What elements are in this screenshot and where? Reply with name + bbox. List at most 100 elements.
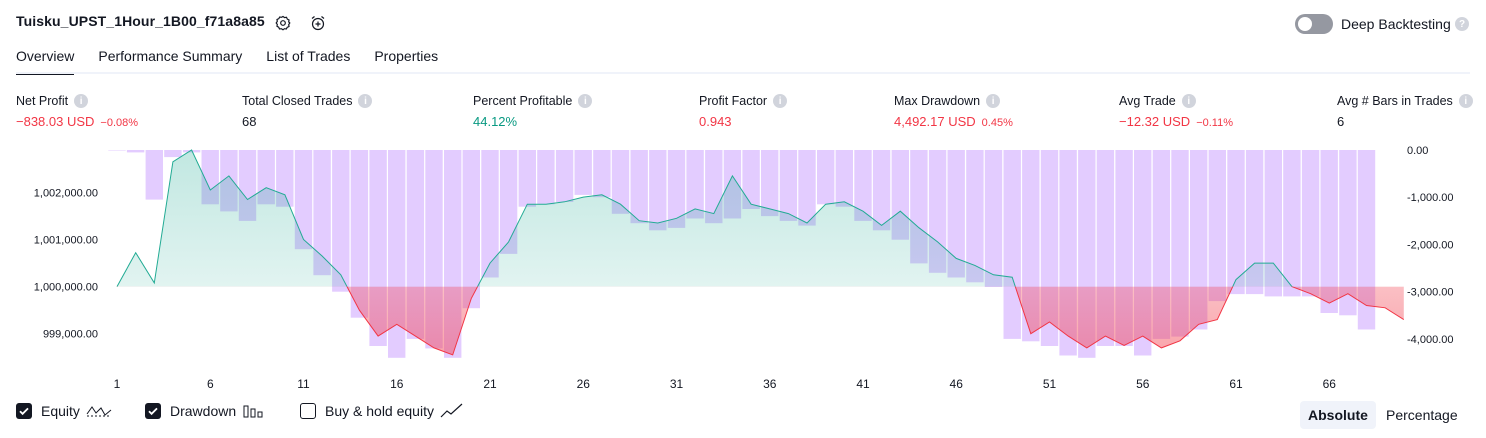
metric-label: Avg # Bars in Trades	[1337, 94, 1453, 108]
drawdown-bar	[537, 150, 555, 205]
x-axis-tick: 56	[1136, 377, 1150, 391]
deep-backtesting-label: Deep Backtesting	[1341, 16, 1451, 32]
drawdown-bar	[1283, 150, 1301, 297]
legend-buy-hold[interactable]: Buy & hold equity	[300, 403, 464, 419]
right-axis-tick: -1,000.00	[1407, 192, 1453, 204]
percentage-button[interactable]: Percentage	[1386, 407, 1458, 423]
drawdown-bar	[593, 150, 611, 198]
metric-value: −12.32 USD	[1119, 114, 1191, 129]
metric-value: −838.03 USD	[16, 114, 95, 129]
left-axis-tick: 1,001,000.00	[34, 235, 98, 247]
metric-avg-trade: Avg Trade i −12.32 USD −0.11%	[1119, 94, 1233, 129]
checkbox-equity[interactable]	[16, 403, 32, 419]
tab-overview[interactable]: Overview	[16, 48, 75, 75]
info-icon[interactable]: i	[578, 94, 593, 108]
metric-value: 44.12%	[473, 114, 518, 129]
metric-profit-factor: Profit Factor i 0.943	[699, 94, 788, 129]
drawdown-bar	[518, 150, 536, 207]
tab-list-of-trades[interactable]: List of Trades	[266, 48, 351, 64]
metric-percent-profitable: Percent Profitable i 44.12%	[473, 94, 593, 129]
x-axis-tick: 46	[950, 377, 964, 391]
info-icon[interactable]: i	[773, 94, 788, 108]
toggle-knob	[1298, 17, 1312, 31]
drawdown-bar	[1227, 150, 1245, 295]
x-axis-tick: 66	[1323, 377, 1337, 391]
drawdown-bar	[1245, 150, 1264, 295]
x-axis-tick: 51	[1043, 377, 1057, 391]
drawdown-bar	[779, 150, 798, 221]
equity-drawdown-chart: 1,002,000.00 1,001,000.00 1,000,000.00 999,…	[34, 145, 1454, 391]
drawdown-bar	[742, 150, 760, 209]
x-axis-tick: 26	[577, 377, 591, 391]
info-icon[interactable]: i	[74, 94, 89, 108]
metric-net-profit: Net Profit i −838.03 USD −0.08%	[16, 94, 138, 129]
right-axis-tick: -3,000.00	[1407, 287, 1453, 299]
tab-divider	[16, 72, 1470, 74]
drawdown-bar	[332, 150, 350, 292]
drawdown-bar	[1357, 150, 1376, 330]
x-axis-tick: 61	[1229, 377, 1243, 391]
x-axis-tick: 21	[483, 377, 497, 391]
equity-area-above	[117, 150, 1404, 287]
drawdown-bar	[1339, 150, 1357, 316]
metric-label: Percent Profitable	[473, 94, 573, 108]
help-icon[interactable]: ?	[1455, 17, 1469, 31]
drawdown-bar	[854, 150, 872, 221]
metric-value: 6	[1337, 114, 1345, 129]
checkbox-buy-hold[interactable]	[300, 403, 316, 419]
drawdown-bar	[350, 150, 369, 318]
equity-area-below	[347, 286, 1404, 355]
buy-hold-line-icon	[440, 403, 463, 418]
x-axis-tick: 1	[114, 377, 121, 391]
drawdown-bar	[1264, 150, 1282, 297]
gear-icon	[275, 15, 291, 31]
drawdown-bar	[462, 150, 480, 309]
metric-value: 0.943	[699, 114, 732, 129]
x-axis-tick: 41	[856, 377, 870, 391]
deep-backtesting-toggle[interactable]	[1295, 14, 1333, 34]
drawdown-bar	[966, 150, 984, 283]
right-axis-tick: -4,000.00	[1407, 334, 1453, 346]
info-icon[interactable]: i	[1458, 94, 1473, 108]
add-alert-icon[interactable]	[308, 13, 328, 33]
info-icon[interactable]: i	[986, 94, 1001, 108]
drawdown-bar	[574, 150, 592, 195]
drawdown-bar	[313, 150, 331, 276]
drawdown-bar	[108, 150, 126, 151]
drawdown-bar	[761, 150, 779, 217]
x-axis-tick: 6	[207, 377, 214, 391]
drawdown-bar	[481, 150, 499, 278]
equity-line-below	[117, 286, 1405, 356]
drawdown-bar	[686, 150, 704, 219]
right-axis-tick: -2,000.00	[1407, 240, 1453, 252]
legend-label: Equity	[41, 403, 80, 419]
drawdown-bar	[630, 150, 648, 224]
metric-label: Total Closed Trades	[242, 94, 353, 108]
legend-equity[interactable]: Equity	[16, 403, 112, 419]
metric-percent: 0.45%	[981, 117, 1013, 129]
settings-icon[interactable]	[273, 13, 293, 33]
equity-line	[116, 149, 1294, 287]
metric-label: Profit Factor	[699, 94, 768, 108]
metric-percent: −0.08%	[100, 117, 139, 129]
checkbox-drawdown[interactable]	[145, 403, 161, 419]
drawdown-bar	[276, 150, 294, 207]
drawdown-bar	[947, 150, 965, 278]
legend-drawdown[interactable]: Drawdown	[145, 403, 264, 419]
info-icon[interactable]: i	[1181, 94, 1196, 108]
info-icon[interactable]: i	[358, 94, 373, 108]
drawdown-bar	[1320, 150, 1338, 313]
left-axis-tick: 999,000.00	[43, 329, 98, 341]
drawdown-bar	[145, 150, 163, 200]
tab-performance-summary[interactable]: Performance Summary	[98, 48, 243, 64]
drawdown-bar	[294, 150, 313, 250]
metric-value: 4,492.17 USD	[894, 114, 976, 129]
metric-label: Avg Trade	[1119, 94, 1176, 108]
left-axis-tick: 1,002,000.00	[34, 187, 98, 199]
tab-properties[interactable]: Properties	[374, 48, 439, 64]
x-axis-tick: 11	[297, 377, 310, 391]
x-axis-tick: 36	[763, 377, 777, 391]
equity-line-icon	[86, 406, 112, 417]
absolute-button[interactable]: Absolute	[1300, 401, 1376, 429]
left-axis-tick: 1,000,000.00	[34, 282, 98, 294]
